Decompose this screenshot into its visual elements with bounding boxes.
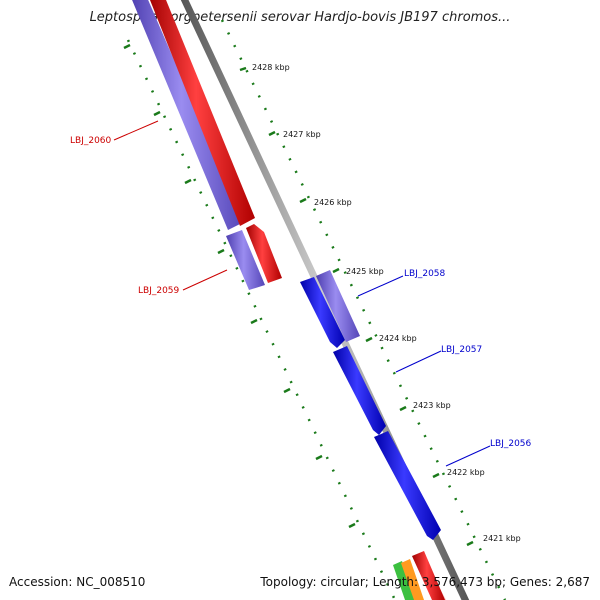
- tick-label: 2421 kbp: [483, 534, 521, 543]
- gene-LBJ_2056-arrow[interactable]: [374, 431, 441, 540]
- tick-label: 2427 kbp: [283, 130, 321, 139]
- left-tick-track: [126, 39, 397, 600]
- gene-label-LBJ_2056[interactable]: LBJ_2056: [490, 439, 532, 449]
- gene-label-LBJ_2057[interactable]: LBJ_2057: [441, 345, 482, 355]
- gene-LBJ_2060-leader: [113, 120, 159, 141]
- genome-summary-text: Topology: circular; Length: 3,576,473 bp…: [260, 575, 590, 589]
- accession-text: Accession: NC_008510: [9, 575, 146, 589]
- cds-feature[interactable]: [316, 270, 360, 342]
- right-tick-track: [220, 19, 507, 600]
- left-tick-marks: [123, 43, 356, 529]
- gene-LBJ_2059-leader: [182, 269, 228, 291]
- tick-marks: [239, 66, 474, 547]
- tick-label: 2426 kbp: [314, 198, 352, 207]
- feature-green[interactable]: [393, 561, 415, 600]
- gene-label-LBJ_2059[interactable]: LBJ_2059: [138, 286, 180, 296]
- gene-label-LBJ_2060[interactable]: LBJ_2060: [70, 136, 112, 146]
- gene-LBJ_2060-arrow[interactable]: [148, 0, 255, 226]
- feature-orange[interactable]: [401, 559, 424, 600]
- gene-LBJ_2056-leader: [445, 445, 491, 467]
- feature-red[interactable]: [412, 551, 445, 600]
- gene-LBJ_2058-leader: [357, 275, 404, 297]
- tick-label: 2423 kbp: [413, 401, 451, 410]
- cds-feature[interactable]: [226, 230, 265, 290]
- gene-LBJ_2058-arrow[interactable]: [300, 277, 345, 348]
- tick-label: 2422 kbp: [447, 468, 485, 477]
- gene-LBJ_2057-leader: [395, 350, 442, 373]
- cds-feature[interactable]: [130, 0, 244, 230]
- tick-label: 2424 kbp: [379, 334, 417, 343]
- gene-label-LBJ_2058[interactable]: LBJ_2058: [404, 269, 446, 279]
- tick-label: 2425 kbp: [346, 267, 384, 276]
- gene-LBJ_2059-arrow[interactable]: [246, 224, 282, 283]
- tick-label: 2428 kbp: [252, 63, 290, 72]
- gene-LBJ_2057-arrow[interactable]: [333, 346, 386, 435]
